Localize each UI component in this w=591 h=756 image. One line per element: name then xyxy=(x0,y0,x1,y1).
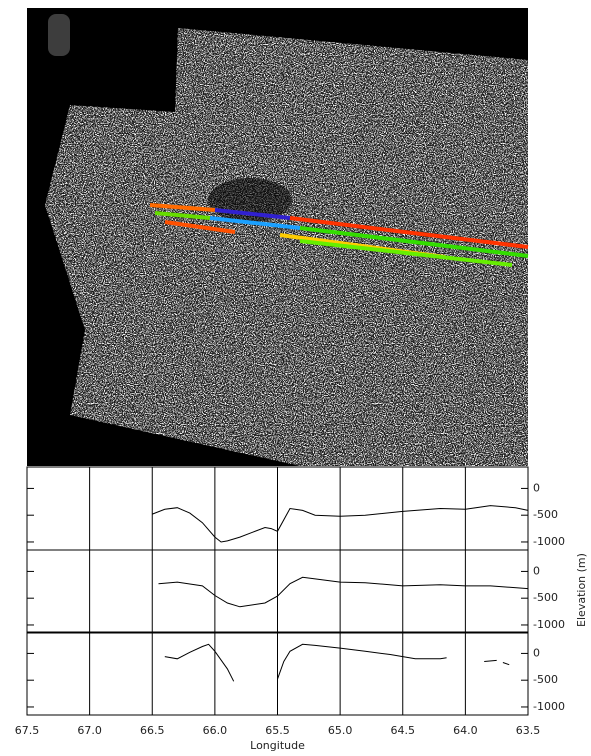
x-tick-label: 63.5 xyxy=(516,724,541,737)
x-tick-label: 64.5 xyxy=(391,724,416,737)
profile-line xyxy=(277,643,447,680)
x-axis-label: Longitude xyxy=(250,739,305,752)
profile-line xyxy=(152,505,529,543)
y-tick-label: -500 xyxy=(533,673,558,686)
y-tick-label: 0 xyxy=(533,481,540,494)
x-tick-label: 66.0 xyxy=(203,724,228,737)
profile-line xyxy=(164,643,235,682)
x-tick-label: 66.5 xyxy=(140,724,165,737)
y-axis-label: Elevation (m) xyxy=(575,553,588,627)
y-tick-label: -1000 xyxy=(533,618,565,631)
y-tick-label: 0 xyxy=(533,564,540,577)
radar-blob xyxy=(48,14,70,56)
x-tick-label: 67.0 xyxy=(77,724,102,737)
x-tick-label: 65.5 xyxy=(265,724,290,737)
x-tick-label: 64.0 xyxy=(453,724,478,737)
profile-line xyxy=(158,576,529,608)
x-tick-label: 67.5 xyxy=(15,724,40,737)
y-tick-label: -1000 xyxy=(533,700,565,713)
y-tick-label: -1000 xyxy=(533,535,565,548)
y-tick-label: -500 xyxy=(533,591,558,604)
y-tick-label: -500 xyxy=(533,508,558,521)
tracks xyxy=(149,203,529,267)
y-tick-label: 0 xyxy=(533,646,540,659)
x-tick-label: 65.0 xyxy=(328,724,353,737)
profile-line xyxy=(484,659,497,662)
profile-line xyxy=(502,662,510,666)
